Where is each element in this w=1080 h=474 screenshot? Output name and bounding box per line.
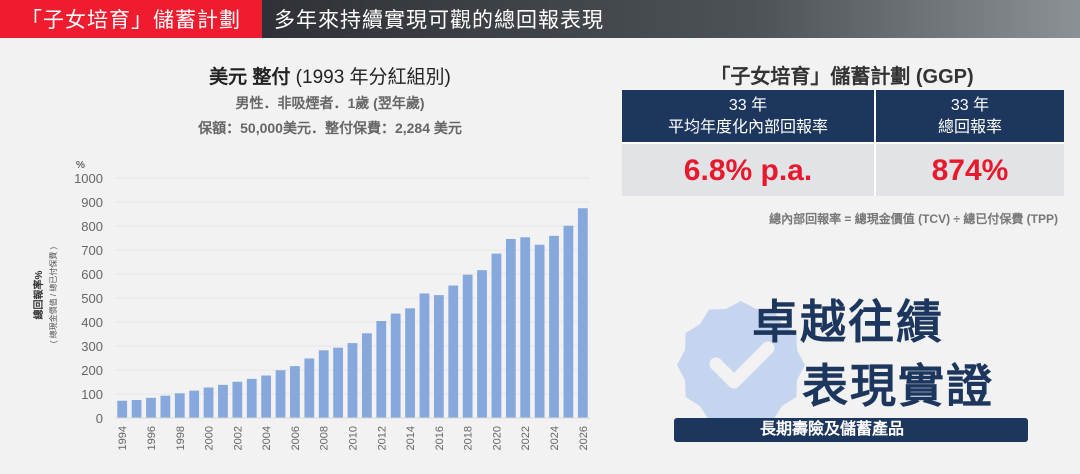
bar-2024 [549, 235, 559, 418]
bar-2005 [275, 370, 286, 418]
header-title: 多年來持續實現可觀的總回報表現 [262, 0, 1080, 38]
chart-title: 美元 整付 (1993 年分紅組別) [100, 62, 560, 89]
x-tick-label: 1994 [117, 426, 129, 450]
x-tick-label: 2006 [290, 426, 302, 450]
bar-1998 [174, 393, 185, 418]
y-tick-label: 100 [81, 387, 103, 402]
bar-1997 [160, 395, 171, 418]
bar-2026 [577, 208, 588, 418]
bar-2011 [362, 333, 372, 418]
x-tick-label: 2004 [261, 426, 273, 450]
irr-value: 6.8% p.a. [622, 142, 876, 196]
y-axis-title: 總回報率% [32, 270, 45, 319]
verified-check-badge-icon [677, 301, 805, 429]
bar-2002 [232, 381, 243, 418]
bar-2001 [218, 384, 228, 418]
bar-2015 [419, 293, 430, 418]
x-tick-label: 2012 [376, 426, 388, 450]
y-axis-label: 總回報率% ( 總現金價值 / 總已付保費 ) [32, 246, 58, 343]
bar-2006 [290, 366, 300, 418]
bar-2022 [520, 237, 531, 418]
y-tick-label: 0 [96, 411, 103, 426]
y-tick-label: 500 [81, 291, 103, 306]
header-bar: 「子女培育」儲蓄計劃 多年來持續實現可觀的總回報表現 [0, 0, 1080, 38]
y-unit: % [76, 160, 85, 171]
plan-title: 「子女培育」儲蓄計劃 (GGP) [710, 66, 974, 88]
chart-title-rest: (1993 年分紅組別) [290, 67, 451, 88]
bar-2020 [491, 253, 502, 418]
total-return-value: 874% [876, 142, 1064, 196]
y-tick-label: 700 [81, 243, 103, 258]
bar-1999 [189, 390, 200, 418]
y-tick-label: 900 [81, 195, 103, 210]
bar-2010 [347, 343, 358, 418]
bar-1996 [146, 397, 156, 418]
bar-2008 [318, 350, 329, 418]
bar-2019 [477, 270, 487, 418]
y-tick-label: 200 [81, 363, 103, 378]
bar-chart: % 0 100 200 300 400 500 600 700 800 900 1000 1994 199… [74, 160, 590, 450]
bar-2017 [448, 285, 459, 418]
bar-2014 [405, 308, 415, 418]
bar-2013 [390, 313, 401, 418]
x-tick-label: 2018 [463, 426, 475, 450]
chart-subtitle-1: 男性．非吸煙者．1歲 (翌年歲) [235, 95, 425, 111]
y-tick-label: 300 [81, 339, 103, 354]
x-tick-label: 2020 [491, 426, 503, 450]
x-tick-label: 2002 [232, 426, 244, 450]
formula-note: 總內部回報率 = 總現金價值 (TCV) ÷ 總已付保費 (TPP) [769, 212, 1058, 226]
y-tick-label: 600 [81, 267, 103, 282]
bar-1995 [131, 400, 142, 418]
total-label: 總回報率 [937, 119, 1002, 136]
product-category-label: 長期壽險及儲蓄產品 [674, 418, 1028, 442]
y-tick-label: 1000 [74, 171, 103, 186]
bar-2009 [333, 347, 343, 418]
y-axis-subtitle: ( 總現金價值 / 總已付保費 ) [48, 246, 58, 343]
bar-2004 [261, 375, 272, 418]
chart-subtitle-2: 保額：50,000美元．整付保費：2,284 美元 [198, 120, 462, 136]
bar-2016 [433, 295, 444, 418]
headline-line-1: 卓越往績 [752, 296, 944, 348]
irr-label: 平均年度化內部回報率 [667, 119, 828, 136]
bar-2000 [203, 387, 214, 418]
bar-2021 [505, 238, 516, 418]
x-tick-label: 2008 [319, 426, 331, 450]
bar-2007 [304, 358, 315, 418]
x-tick-label: 2016 [434, 426, 446, 450]
bar-2012 [376, 321, 387, 418]
x-tick-label: 1998 [175, 426, 187, 450]
bar-2025 [563, 225, 574, 418]
x-tick-label: 1996 [146, 426, 158, 450]
x-tick-label: 2000 [204, 426, 216, 450]
x-tick-label: 2014 [405, 426, 417, 450]
x-tick-label: 2024 [549, 426, 561, 450]
x-tick-label: 2026 [578, 426, 590, 450]
irr-years: 33 年 [728, 97, 768, 114]
bar-2018 [462, 274, 473, 418]
returns-table: 33 年平均年度化內部回報率 33 年總回報率 6.8% p.a. 874% [622, 90, 1064, 196]
x-tick-label: 2010 [348, 426, 360, 450]
headline-line-2: 表現實證 [802, 360, 994, 412]
header-total-return: 33 年總回報率 [876, 90, 1064, 142]
bar-1994 [117, 400, 128, 418]
y-tick-label: 400 [81, 315, 103, 330]
bar-2023 [534, 244, 545, 418]
header-irr: 33 年平均年度化內部回報率 [622, 90, 876, 142]
y-tick-label: 800 [81, 219, 103, 234]
bar-2003 [246, 378, 257, 418]
plan-tag: 「子女培育」儲蓄計劃 [0, 0, 262, 38]
total-years: 33 年 [950, 97, 990, 114]
chart-title-bold: 美元 整付 [209, 67, 291, 88]
x-tick-label: 2022 [520, 426, 532, 450]
